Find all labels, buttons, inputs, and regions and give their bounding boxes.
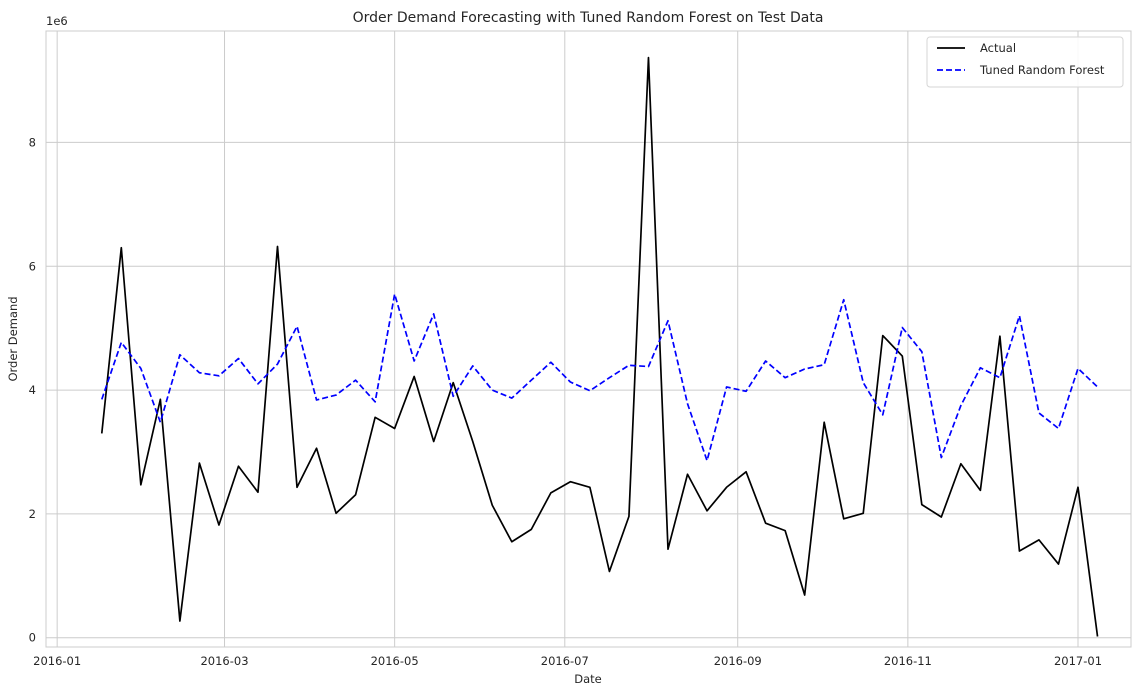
y-tick-label-0: 0 xyxy=(29,631,36,645)
legend-label-tuned-random-forest: Tuned Random Forest xyxy=(979,63,1105,77)
series-line-tuned-random-forest xyxy=(100,293,1099,462)
legend-label-actual: Actual xyxy=(980,41,1016,55)
x-tick-label-5: 2016-11 xyxy=(884,654,932,668)
x-tick-label-0: 2016-01 xyxy=(33,654,81,668)
y-tick-labels: 0 2 4 6 8 xyxy=(29,135,36,644)
legend-box xyxy=(926,36,1124,88)
series-line-actual xyxy=(100,56,1099,637)
plot-area xyxy=(45,30,1132,648)
series-layer xyxy=(100,56,1099,637)
plot-background xyxy=(46,31,1131,647)
x-tick-label-6: 2017-01 xyxy=(1054,654,1102,668)
x-grid xyxy=(56,31,1079,647)
x-tick-label-3: 2016-07 xyxy=(541,654,589,668)
x-tick-labels: 2016-01 2016-03 2016-05 2016-07 2016-09 2016-… xyxy=(33,654,1102,668)
y-axis-label: Order Demand xyxy=(6,296,20,381)
y-tick-label-4: 8 xyxy=(29,135,36,149)
y-tick-label-2: 4 xyxy=(29,383,36,397)
y-tick-label-3: 6 xyxy=(29,259,36,273)
y-tick-label-1: 2 xyxy=(29,507,36,521)
x-tick-label-4: 2016-09 xyxy=(714,654,762,668)
x-axis-label: Date xyxy=(574,672,602,686)
x-tick-label-1: 2016-03 xyxy=(200,654,248,668)
x-tick-label-2: 2016-05 xyxy=(371,654,419,668)
legend: Actual Tuned Random Forest xyxy=(926,36,1124,88)
y-offset-text: 1e6 xyxy=(46,14,68,28)
plot-frame xyxy=(45,30,1132,648)
chart-title: Order Demand Forecasting with Tuned Rand… xyxy=(353,10,824,26)
